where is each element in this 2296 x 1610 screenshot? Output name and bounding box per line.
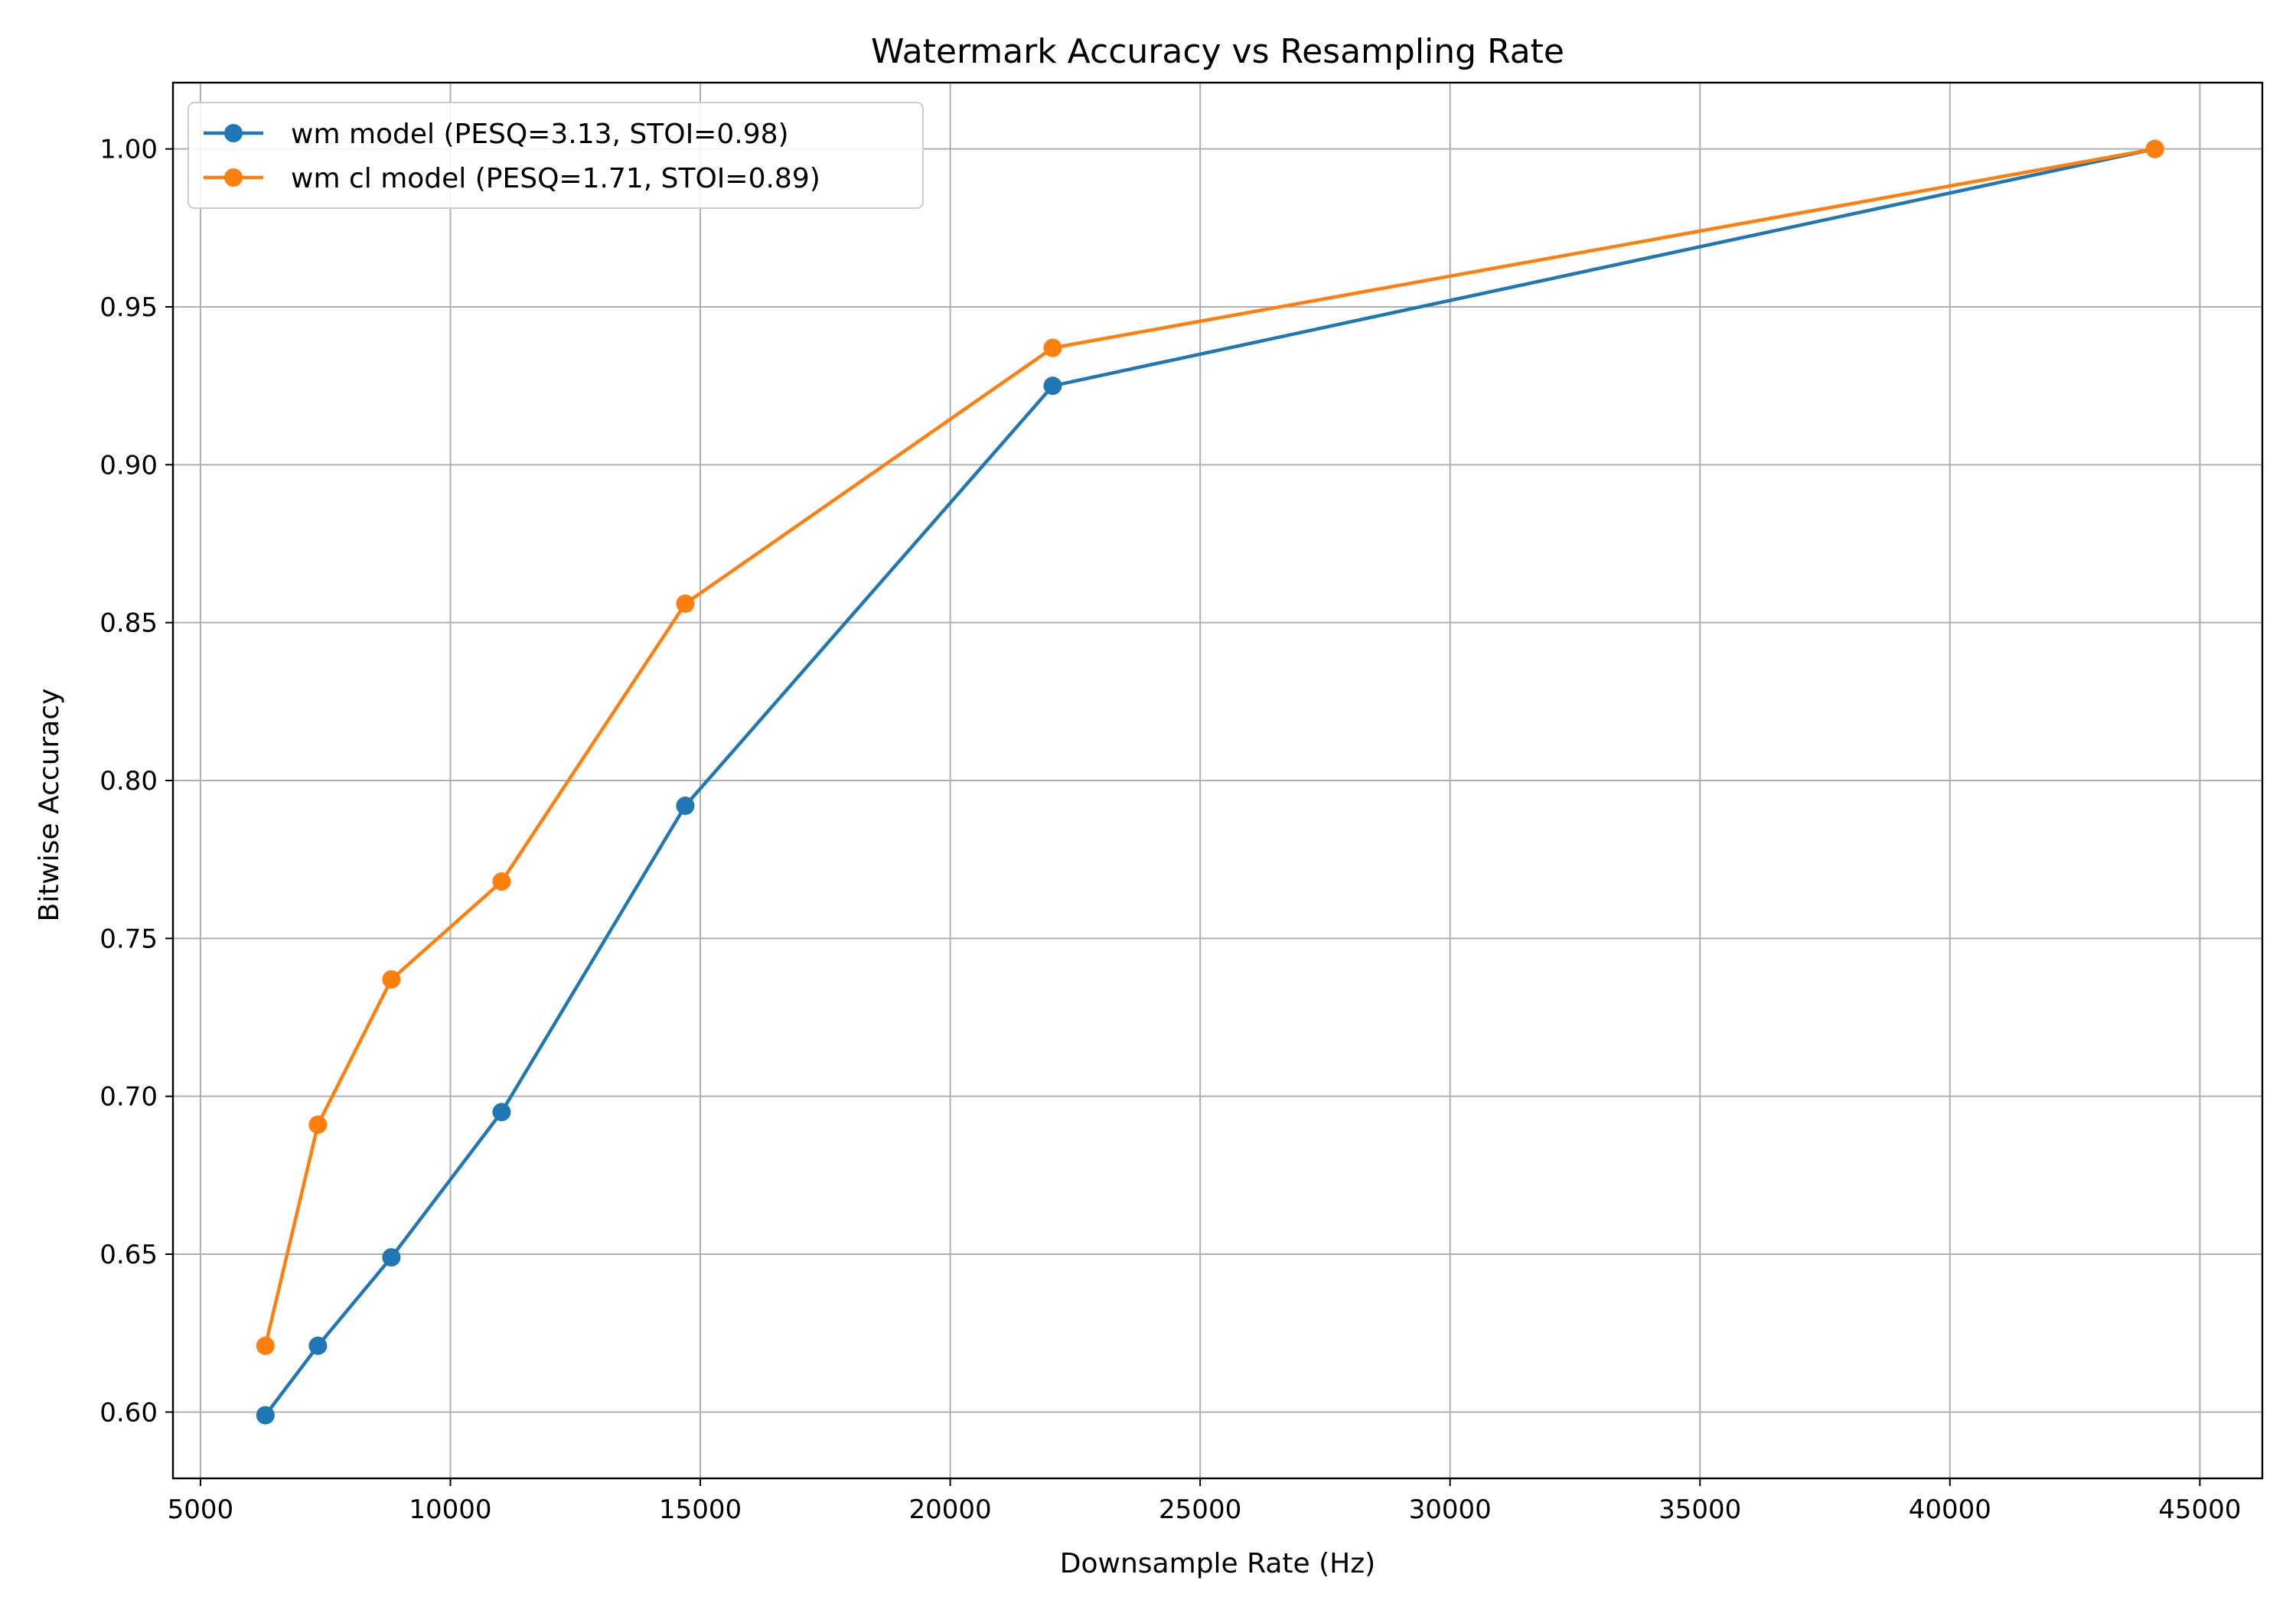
y-tick-label: 0.60 [99,1397,158,1428]
x-tick-label: 25000 [1159,1494,1241,1525]
y-tick-label: 0.65 [99,1240,158,1270]
axis-ticks: 5000 10000 15000 20000 25000 30000 35000 40000 4… [99,135,2241,1525]
series-1-point [382,1248,401,1267]
chart-title: Watermark Accuracy vs Resampling Rate [871,32,1564,71]
x-tick-label: 40000 [1909,1494,1991,1525]
y-tick-label: 0.85 [99,608,158,639]
x-tick-label: 30000 [1409,1494,1492,1525]
series-1-point [256,1406,275,1425]
legend: wm model (PESQ=3.13, STOI=0.98) wm cl mod… [188,102,924,209]
data-series [256,139,2164,1425]
x-tick-label: 20000 [909,1494,992,1525]
legend-marker-swatch [224,124,243,142]
y-tick-label: 0.95 [99,292,158,323]
series-1-point [676,797,695,816]
y-tick-label: 0.90 [99,450,158,481]
series-2-point [308,1115,328,1134]
legend-box [188,102,924,209]
legend-marker-swatch [224,168,243,187]
series-2-point [1043,338,1062,357]
x-tick-label: 5000 [168,1494,234,1525]
x-tick-label: 45000 [2158,1494,2241,1525]
series-2-point [676,594,695,613]
series-2-point [382,970,401,989]
x-tick-label: 35000 [1658,1494,1741,1525]
series-1-point [1043,376,1062,396]
x-tick-label: 10000 [409,1494,491,1525]
y-tick-label: 0.75 [99,924,158,954]
y-tick-label: 1.00 [99,135,158,165]
series-1-point [308,1336,328,1355]
series-2-point [256,1336,275,1355]
y-tick-label: 0.70 [99,1082,158,1113]
series-2-point [492,872,511,891]
y-tick-label: 0.80 [99,766,158,797]
x-tick-label: 15000 [659,1494,742,1525]
y-axis-label: Bitwise Accuracy [34,689,65,922]
legend-label-2: wm cl model (PESQ=1.71, STOI=0.89) [291,163,820,194]
x-axis-label: Downsample Rate (Hz) [1060,1548,1375,1579]
series-2-point [2145,139,2164,158]
legend-label-1: wm model (PESQ=3.13, STOI=0.98) [291,119,789,150]
grid-lines [173,83,2262,1478]
series-1-point [492,1103,511,1122]
